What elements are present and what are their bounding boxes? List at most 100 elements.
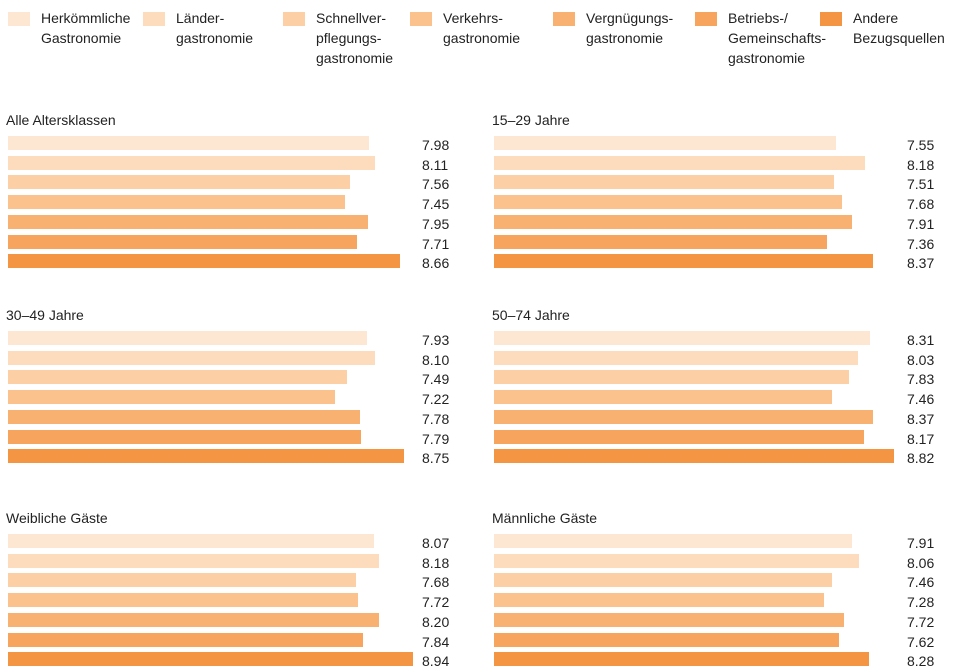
bar xyxy=(8,449,405,464)
value-label: 7.62 xyxy=(907,633,935,650)
value-label: 7.93 xyxy=(422,332,450,348)
panel-title: 15–29 Jahre xyxy=(492,112,570,128)
bar xyxy=(494,214,853,229)
bar xyxy=(494,155,865,170)
bar xyxy=(8,593,358,608)
value-label: 7.71 xyxy=(422,235,450,252)
bar xyxy=(494,429,865,444)
bar xyxy=(494,449,894,464)
value-label: 8.18 xyxy=(907,156,935,173)
value-label: 8.28 xyxy=(907,653,935,669)
panel-title: Weibliche Gäste xyxy=(6,510,108,526)
bar xyxy=(8,175,351,190)
legend-swatch xyxy=(8,12,30,26)
bar xyxy=(8,534,374,548)
value-label: 8.94 xyxy=(422,653,450,669)
bar xyxy=(494,136,836,150)
value-label: 8.75 xyxy=(422,450,450,467)
value-label: 7.84 xyxy=(422,633,450,650)
value-label: 7.51 xyxy=(907,176,935,193)
legend-label: Schnellver- pflegungs- gastronomie xyxy=(316,10,394,66)
panel-title: Alle Altersklassen xyxy=(6,112,116,128)
value-label: 7.28 xyxy=(907,594,935,611)
bar xyxy=(8,429,361,444)
bar xyxy=(494,350,858,365)
value-label: 8.10 xyxy=(422,351,450,368)
legend-label: Vergnügungs- gastronomie xyxy=(586,10,674,46)
bar xyxy=(8,331,368,345)
value-label: 7.98 xyxy=(422,137,450,153)
bar xyxy=(494,534,853,548)
value-label: 7.46 xyxy=(907,391,935,408)
value-label: 7.95 xyxy=(422,215,450,232)
value-label: 7.46 xyxy=(907,574,935,591)
value-label: 7.36 xyxy=(907,235,935,252)
bar xyxy=(8,573,356,588)
value-label: 7.56 xyxy=(422,176,450,193)
bar xyxy=(494,195,842,210)
bar xyxy=(494,612,844,627)
bar xyxy=(494,254,874,269)
bar xyxy=(494,652,870,667)
value-label: 7.49 xyxy=(422,371,450,388)
value-label: 7.68 xyxy=(907,196,935,213)
value-label: 8.20 xyxy=(422,613,450,630)
value-label: 8.31 xyxy=(907,332,935,348)
bar xyxy=(8,214,369,229)
legend-swatch xyxy=(820,12,842,26)
value-label: 8.37 xyxy=(907,410,935,427)
bar xyxy=(8,155,376,170)
bar xyxy=(8,350,375,365)
value-label: 7.68 xyxy=(422,574,450,591)
panel-title: 30–49 Jahre xyxy=(6,307,84,323)
bar xyxy=(8,390,336,405)
bar xyxy=(8,553,379,568)
value-label: 8.07 xyxy=(422,535,450,551)
value-label: 8.66 xyxy=(422,255,450,272)
bar xyxy=(494,553,860,568)
value-label: 7.72 xyxy=(422,594,450,611)
legend-label: Verkehrs- gastronomie xyxy=(443,10,521,46)
bar xyxy=(8,136,370,150)
bar xyxy=(494,234,828,249)
bar xyxy=(8,652,413,667)
panel-title: 50–74 Jahre xyxy=(492,307,570,323)
bar xyxy=(8,254,401,269)
bar xyxy=(494,175,835,190)
value-label: 8.06 xyxy=(907,554,935,571)
legend-swatch xyxy=(410,12,432,26)
bar xyxy=(494,331,871,345)
bar xyxy=(8,409,361,424)
value-label: 8.11 xyxy=(422,156,449,173)
legend-label: Herkömmliche Gastronomie xyxy=(41,10,131,46)
legend-swatch xyxy=(283,12,305,26)
value-label: 7.79 xyxy=(422,430,450,447)
bar xyxy=(8,234,358,249)
bar xyxy=(494,370,849,385)
value-label: 7.83 xyxy=(907,371,935,388)
value-label: 8.82 xyxy=(907,450,935,467)
value-label: 8.18 xyxy=(422,554,450,571)
value-label: 7.78 xyxy=(422,410,450,427)
value-label: 7.72 xyxy=(907,613,935,630)
bar xyxy=(494,409,874,424)
legend-label: Länder- gastronomie xyxy=(176,10,254,46)
bar xyxy=(8,612,380,627)
legend-swatch xyxy=(143,12,165,26)
legend-swatch xyxy=(695,12,717,26)
value-label: 8.37 xyxy=(907,255,935,272)
legend-swatch xyxy=(553,12,575,26)
bar xyxy=(494,390,832,405)
bar xyxy=(494,632,840,647)
bar xyxy=(8,632,364,647)
bar xyxy=(494,573,832,588)
value-label: 8.03 xyxy=(907,351,935,368)
value-label: 7.45 xyxy=(422,196,450,213)
value-label: 7.55 xyxy=(907,137,935,153)
legend-label: Betriebs-/ Gemeinschafts- gastronomie xyxy=(728,10,827,66)
value-label: 7.22 xyxy=(422,391,450,408)
bar xyxy=(8,195,346,210)
panel-title: Männliche Gäste xyxy=(492,510,598,526)
bar xyxy=(494,593,824,608)
